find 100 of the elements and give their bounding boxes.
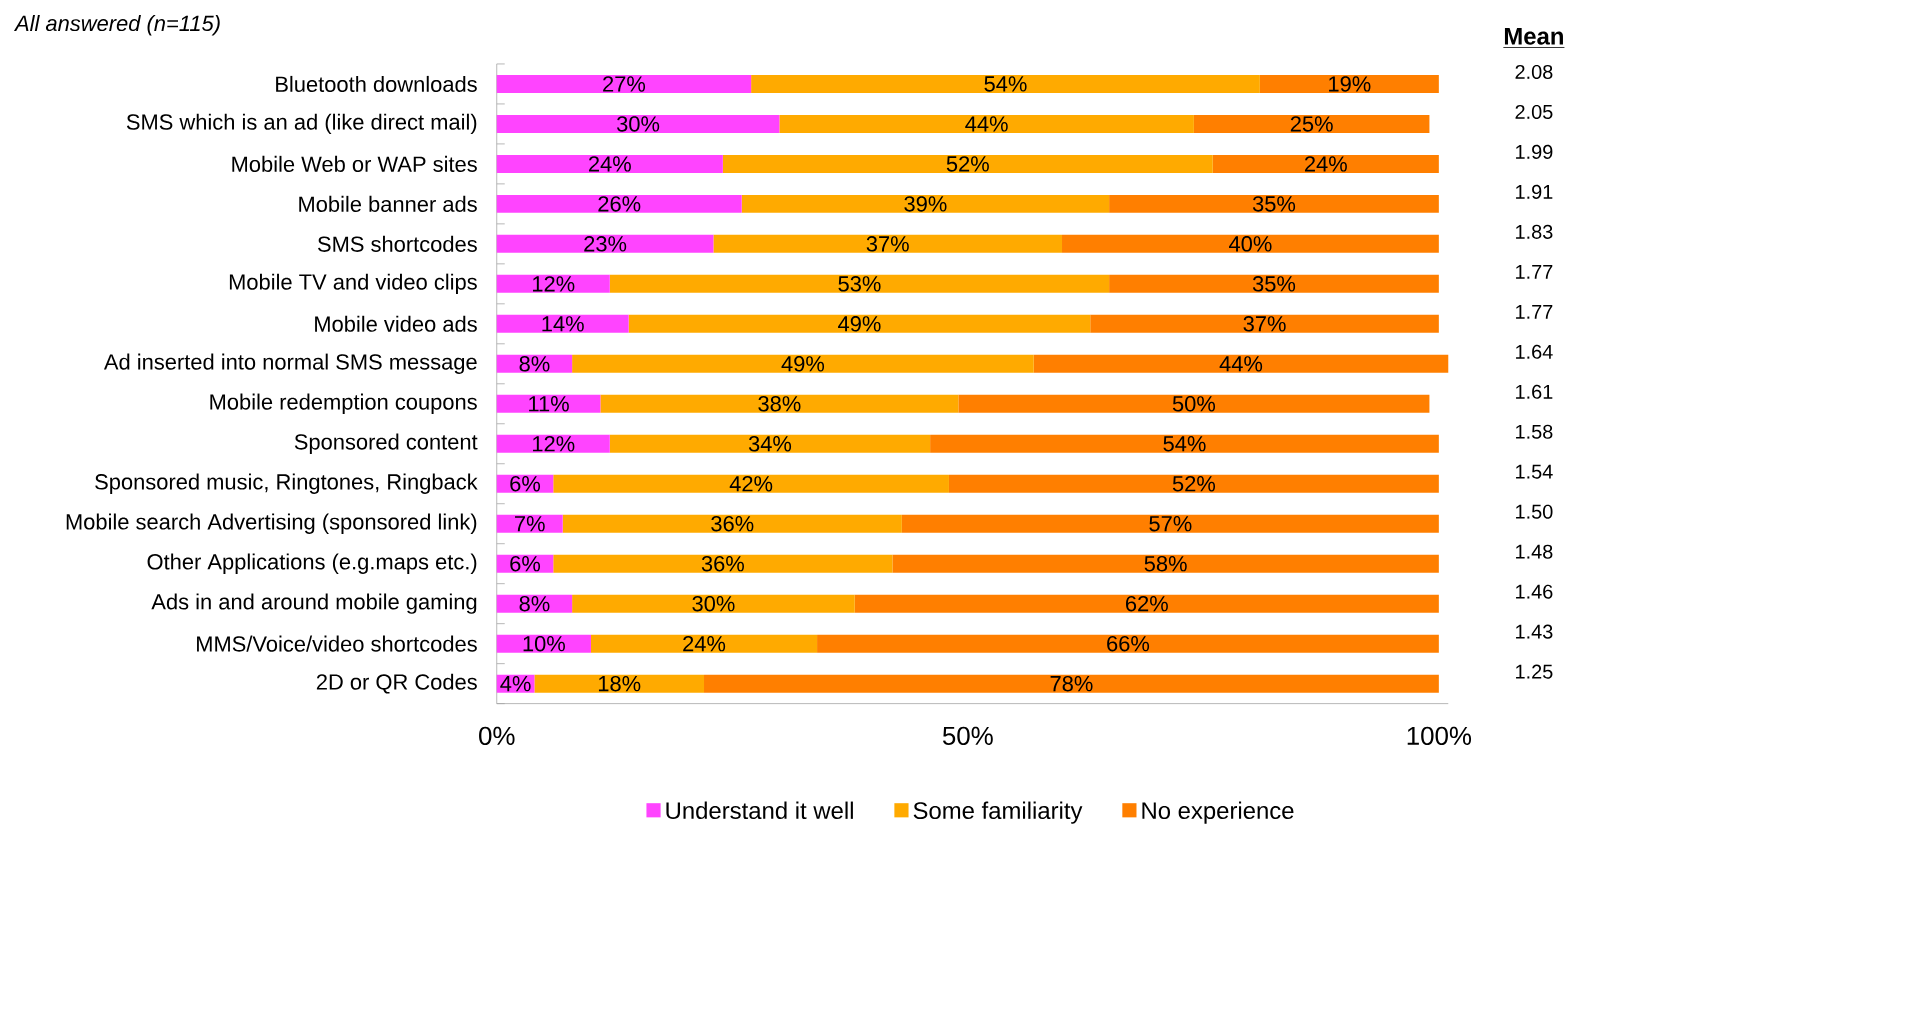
data-label: 37% <box>866 235 909 252</box>
data-label: 62% <box>1126 595 1168 612</box>
data-label: 27% <box>603 76 646 92</box>
data-label: 26% <box>598 195 641 212</box>
data-label: 58% <box>1144 555 1187 572</box>
text: 1.58 <box>1516 424 1553 439</box>
data-label: 24% <box>588 155 631 172</box>
bar <box>892 554 1439 573</box>
data-label: 6% <box>510 475 541 492</box>
data-label: 38% <box>758 395 801 412</box>
legend-label: Understand it well <box>666 801 853 819</box>
y-tick-label: SMS shortcodes <box>318 235 477 252</box>
data-label: 49% <box>838 315 881 332</box>
bar <box>496 234 714 253</box>
x-tick-label: 0% <box>479 726 515 745</box>
y-tick-label: Sponsored music, Ringtones, Ringback <box>95 473 478 494</box>
data-label: 30% <box>616 115 660 132</box>
bar <box>496 434 610 453</box>
data-label: 8% <box>519 355 550 372</box>
data-label: 12% <box>533 275 575 292</box>
data-label: 19% <box>1329 75 1371 92</box>
text: 1.61 <box>1516 384 1553 399</box>
data-label: 24% <box>1304 155 1347 172</box>
data-label: 4% <box>500 675 531 692</box>
data-label: 54% <box>984 76 1027 92</box>
bar <box>496 314 629 333</box>
bar <box>496 274 610 293</box>
data-label: 78% <box>1050 675 1093 692</box>
bar <box>948 474 1439 493</box>
bar <box>704 674 1439 693</box>
y-tick-label: Mobile video ads <box>315 315 477 332</box>
text: 1.83 <box>1516 224 1553 239</box>
data-label: 39% <box>904 195 947 212</box>
bar <box>609 434 931 453</box>
text: 1.43 <box>1516 624 1553 639</box>
bar <box>553 474 949 493</box>
bar <box>600 394 959 413</box>
data-label: 12% <box>533 435 575 452</box>
bar <box>779 114 1194 133</box>
bar <box>1259 74 1439 93</box>
y-tick-label: SMS which is an ad (like direct mail) <box>126 113 477 134</box>
text: 1.48 <box>1516 544 1553 559</box>
bar <box>562 514 902 533</box>
bar <box>1109 194 1439 213</box>
text: 2.08 <box>1515 64 1553 79</box>
data-label: 10% <box>523 635 565 652</box>
data-label: 53% <box>838 275 881 292</box>
text: 1.64 <box>1516 344 1553 359</box>
data-label: 25% <box>1290 115 1333 132</box>
text: 1.46 <box>1516 584 1553 599</box>
y-tick-label: Bluetooth downloads <box>276 75 477 92</box>
data-label: 52% <box>946 155 989 172</box>
bar <box>609 274 1110 293</box>
text: 1.25 <box>1516 664 1553 679</box>
data-label: 23% <box>584 235 627 252</box>
data-label: 44% <box>1219 355 1263 372</box>
data-label: 50% <box>1172 395 1216 412</box>
data-label: 18% <box>598 675 641 692</box>
text: 1.77 <box>1516 264 1553 279</box>
x-tick-label: 100% <box>1407 726 1472 745</box>
data-label: 36% <box>701 555 744 572</box>
y-tick-label: Ads in and around mobile gaming <box>151 593 477 614</box>
data-label: 57% <box>1149 515 1192 532</box>
y-tick-label: Sponsored content <box>294 433 478 454</box>
bar <box>713 234 1063 253</box>
data-label: 40% <box>1229 235 1272 252</box>
text: 1.54 <box>1516 464 1553 479</box>
y-tick-label: 2D or QR Codes <box>316 673 477 694</box>
legend-label: No experience <box>1142 801 1294 824</box>
bar <box>496 74 752 93</box>
bar <box>1033 354 1449 373</box>
legend-label: Some familiarity <box>913 801 1083 824</box>
data-label: 52% <box>1172 475 1216 492</box>
y-tick-label: Mobile Web or WAP sites <box>232 155 477 172</box>
data-label: 35% <box>1252 195 1296 212</box>
bar <box>496 394 601 413</box>
text: 1.50 <box>1516 504 1553 519</box>
text: Mean <box>1504 27 1563 45</box>
y-tick-label: Mobile search Advertising (sponsored link) <box>66 513 477 534</box>
y-tick-label: Mobile TV and video clips <box>229 273 477 294</box>
data-label: 49% <box>781 355 825 372</box>
bar <box>722 154 1213 173</box>
bar <box>628 314 1091 333</box>
bar <box>572 354 1034 373</box>
data-label: 35% <box>1252 275 1296 292</box>
data-label: 14% <box>542 315 584 332</box>
data-label: 7% <box>515 515 545 532</box>
bar <box>1090 314 1439 333</box>
bar <box>901 514 1439 533</box>
bar <box>751 74 1260 93</box>
bar <box>1193 114 1430 133</box>
bar <box>854 594 1439 613</box>
data-label: 36% <box>711 515 754 532</box>
bar <box>930 434 1439 453</box>
bar <box>1109 274 1439 293</box>
data-label: 24% <box>683 635 726 652</box>
x-tick-label: 50% <box>942 726 993 745</box>
data-label: 66% <box>1107 635 1150 652</box>
bar <box>553 554 893 573</box>
bar <box>817 634 1439 653</box>
